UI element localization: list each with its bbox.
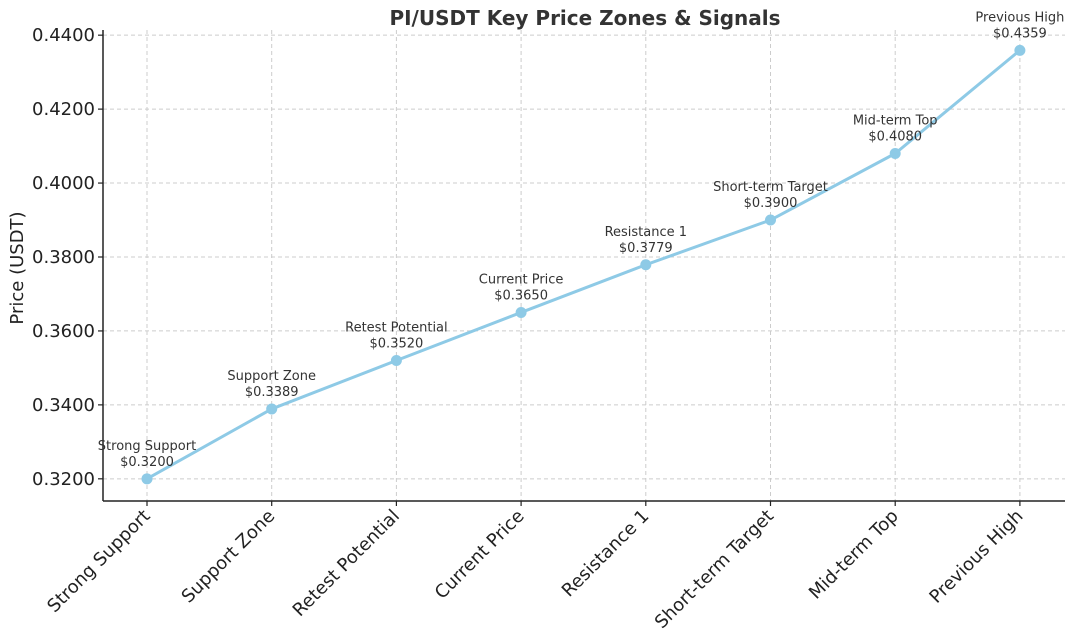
x-tick-label: Current Price (431, 506, 529, 604)
x-tick-label: Retest Potential (289, 506, 404, 621)
annotation-label: Previous High (975, 10, 1064, 25)
x-tick-label: Resistance 1 (558, 506, 654, 602)
x-tick-label: Support Zone (178, 506, 280, 608)
annotation-label: Current Price (479, 272, 564, 287)
annotation-price: $0.3389 (245, 385, 299, 400)
y-tick-label: 0.3600 (32, 321, 95, 342)
y-tick-label: 0.4000 (32, 173, 95, 194)
data-point (765, 214, 776, 226)
y-tick-label: 0.3400 (32, 395, 95, 416)
y-tick-label: 0.4200 (32, 99, 95, 120)
y-tick-label: 0.4400 (32, 25, 95, 46)
x-tick-label: Short-term Target (651, 506, 778, 633)
y-tick-label: 0.3800 (32, 247, 95, 268)
data-point (390, 355, 402, 367)
x-tick-label: Strong Support (43, 506, 154, 617)
annotation-price: $0.4080 (868, 129, 922, 144)
data-point (515, 306, 527, 318)
x-tick-label: Previous High (925, 506, 1027, 608)
annotation-label: Resistance 1 (605, 225, 687, 240)
data-point (141, 473, 153, 485)
annotation-layer: Strong Support$0.3200 Support Zone$0.3389… (98, 10, 1065, 469)
annotation-price: $0.3900 (744, 196, 798, 211)
annotation-price: $0.3650 (494, 288, 548, 303)
series-layer (141, 44, 1026, 485)
annotation-price: $0.4359 (993, 26, 1047, 41)
data-point (640, 259, 652, 271)
axes-layer (102, 30, 1065, 502)
price-line (146, 49, 1021, 481)
data-point (266, 403, 278, 415)
annotation-label: Retest Potential (345, 321, 448, 336)
grid-layer (103, 30, 1065, 501)
x-tick-labels: Strong Support Support Zone Retest Potenti… (43, 501, 1027, 633)
annotation-price: $0.3200 (120, 455, 174, 470)
annotation-price: $0.3779 (619, 241, 673, 256)
annotation-price: $0.3520 (370, 337, 424, 352)
annotation-label: Mid-term Top (853, 113, 938, 128)
y-tick-labels: 0.3200 0.3400 0.3600 0.3800 0.4000 0.4200 0.44… (32, 25, 103, 490)
y-tick-label: 0.3200 (32, 469, 95, 490)
annotation-label: Support Zone (227, 369, 316, 384)
data-point (1014, 44, 1026, 56)
annotation-label: Strong Support (98, 439, 196, 454)
x-tick-label: Mid-term Top (805, 506, 903, 604)
chart-title: PI/USDT Key Price Zones & Signals (389, 6, 780, 30)
annotation-label: Short-term Target (713, 180, 828, 195)
y-axis-label: Price (USDT) (7, 211, 28, 324)
data-point (889, 147, 901, 159)
